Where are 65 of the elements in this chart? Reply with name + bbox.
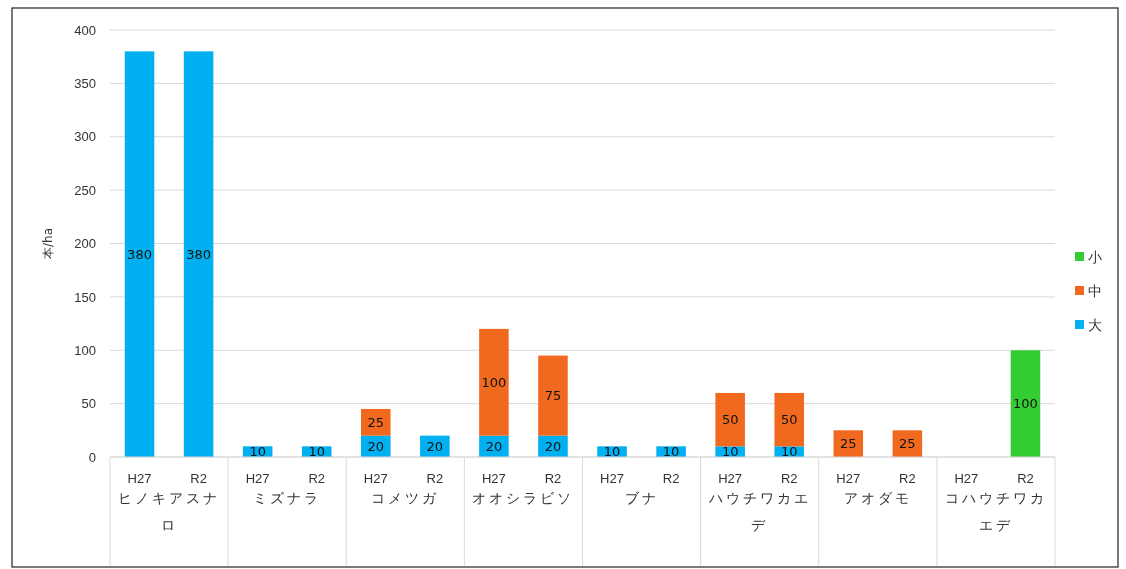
- bar: [538, 355, 568, 436]
- x-tick-label: R2: [308, 471, 326, 487]
- x-tick-label: H27: [836, 471, 861, 487]
- x-tick-label: H27: [718, 471, 743, 487]
- y-tick-label: 300: [74, 129, 96, 145]
- data-label: 10: [249, 444, 266, 460]
- data-label: 380: [127, 246, 152, 262]
- data-label: 10: [721, 444, 739, 460]
- data-label: 20: [485, 438, 503, 454]
- data-label: 20: [426, 438, 444, 454]
- y-tick-label: 250: [74, 182, 96, 198]
- y-tick-label: 0: [88, 449, 96, 465]
- data-label: 20: [544, 438, 562, 454]
- data-label: 20: [367, 438, 385, 454]
- x-tick-label: H27: [127, 471, 152, 487]
- x-tick-label: R2: [426, 471, 444, 487]
- x-tick-label: R2: [780, 471, 798, 487]
- text: アオダモ: [843, 490, 912, 506]
- data-label: 25: [899, 436, 916, 452]
- data-label: 50: [721, 412, 739, 428]
- legend-label: 中: [1088, 282, 1102, 299]
- bar: [1010, 350, 1041, 457]
- data-label: 380: [186, 246, 212, 262]
- y-tick-label: 150: [74, 289, 96, 305]
- x-tick-label: H27: [481, 471, 506, 487]
- x-tick-label: R2: [662, 471, 680, 487]
- y-tick-label: 100: [74, 342, 96, 358]
- bar: [774, 392, 804, 447]
- data-label: 100: [481, 374, 507, 390]
- y-tick-label: 200: [74, 236, 96, 252]
- text: ヒノキアスナロ: [118, 490, 221, 533]
- data-label: 50: [780, 412, 798, 428]
- x-tick-label: R2: [899, 471, 916, 487]
- text: ハウチワカエデ: [707, 490, 811, 533]
- text: ミズナラ: [253, 490, 322, 506]
- data-label: 10: [780, 444, 798, 460]
- text: コメツガ: [371, 490, 440, 506]
- text: ブナ: [624, 490, 659, 506]
- data-label: 10: [308, 444, 325, 460]
- y-tick-label: 50: [81, 396, 96, 412]
- bar: [183, 51, 214, 457]
- text: オオシラビソ: [472, 490, 575, 506]
- x-tick-label: R2: [1017, 471, 1034, 487]
- x-tick-label: H27: [600, 471, 624, 487]
- x-tick-label: H27: [954, 471, 979, 487]
- y-tick-label: 350: [74, 76, 96, 92]
- text: コハウチワカエデ: [944, 490, 1047, 533]
- data-label: 100: [1013, 396, 1038, 412]
- bar: [361, 408, 391, 436]
- x-tick-label: R2: [190, 471, 207, 487]
- data-label: 75: [544, 388, 562, 404]
- x-tick-label: H27: [245, 471, 270, 487]
- x-tick-label: R2: [544, 471, 562, 487]
- data-label: 25: [367, 414, 385, 430]
- y-tick-label: 400: [74, 22, 96, 38]
- legend-label: 大: [1088, 316, 1102, 333]
- data-label: 25: [840, 436, 857, 452]
- bar: [124, 51, 155, 457]
- bar: [715, 392, 745, 447]
- bar: [479, 328, 509, 436]
- y-axis-title: 本/ha: [41, 227, 55, 260]
- x-tick-label: H27: [363, 471, 388, 487]
- data-label: 10: [662, 444, 680, 460]
- legend-label: 小: [1088, 248, 1102, 265]
- data-label: 10: [603, 444, 621, 460]
